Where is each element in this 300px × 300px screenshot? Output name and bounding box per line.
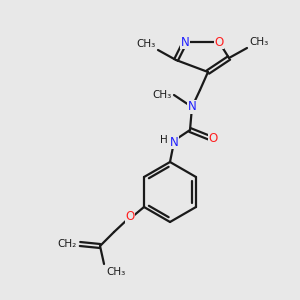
Text: N: N (169, 136, 178, 148)
Text: N: N (181, 35, 189, 49)
Text: CH₃: CH₃ (106, 267, 125, 277)
Text: CH₃: CH₃ (249, 37, 268, 47)
Text: O: O (208, 131, 217, 145)
Text: CH₂: CH₂ (58, 239, 77, 249)
Text: N: N (188, 100, 196, 113)
Text: O: O (125, 211, 135, 224)
Text: H: H (160, 135, 168, 145)
Text: CH₃: CH₃ (153, 90, 172, 100)
Text: CH₃: CH₃ (137, 39, 156, 49)
Text: O: O (214, 35, 224, 49)
